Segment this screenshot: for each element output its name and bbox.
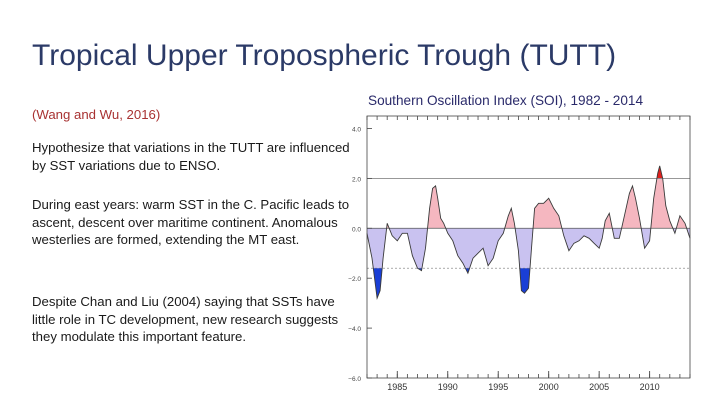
positive-area	[504, 208, 516, 229]
positive-area	[427, 185, 446, 229]
y-tick-label: −4.0	[348, 326, 361, 333]
positive-area	[676, 215, 687, 229]
soi-chart: 1985 1990 1995 2000 2005 2010 4.0 2.0 0.0 −2.0 −4.…	[348, 115, 691, 392]
negative-area	[641, 228, 651, 249]
y-tick-label: −2.0	[348, 276, 361, 283]
y-tick-label: 0.0	[352, 226, 361, 233]
positive-area	[533, 198, 562, 229]
negative-area	[367, 228, 387, 299]
x-tick-label: 1985	[387, 382, 407, 392]
x-tick-label: 1990	[438, 382, 458, 392]
chart-title: Southern Oscillation Index (SOI), 1982 -…	[368, 93, 644, 108]
y-tick-label: −6.0	[348, 376, 361, 383]
x-tick-label: 1995	[488, 382, 508, 392]
negative-area	[612, 228, 622, 239]
x-tick-label: 2005	[589, 382, 609, 392]
x-tick-label: 2000	[539, 382, 559, 392]
positive-area	[621, 185, 642, 229]
negative-area	[389, 228, 428, 271]
y-tick-label: 4.0	[352, 126, 361, 133]
strong-negative-area	[519, 268, 530, 294]
y-tick-label: 2.0	[352, 176, 361, 183]
paragraph-east-years: During east years: warm SST in the C. Pa…	[32, 197, 350, 247]
strong-positive-area	[656, 165, 663, 179]
citation: (Wang and Wu, 2016)	[32, 107, 161, 122]
positive-area	[603, 213, 613, 229]
slide-title: Tropical Upper Tropospheric Trough (TUTT…	[32, 39, 617, 72]
negative-area	[686, 228, 690, 239]
negative-area	[445, 228, 505, 274]
paragraph-chan-liu: Despite Chan and Liu (2004) saying that …	[32, 294, 339, 344]
paragraph-enso-hypothesis: Hypothesize that variations in the TUTT …	[32, 140, 350, 173]
soi-curve	[366, 165, 691, 300]
x-tick-label: 2010	[640, 382, 660, 392]
